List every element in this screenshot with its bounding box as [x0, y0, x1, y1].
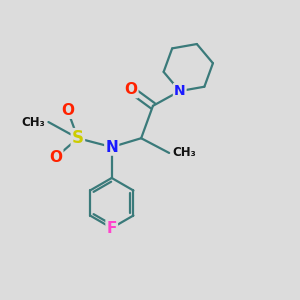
- Text: S: S: [72, 129, 84, 147]
- Text: N: N: [174, 84, 185, 98]
- Text: CH₃: CH₃: [172, 146, 196, 159]
- Text: O: O: [49, 150, 62, 165]
- Text: O: O: [124, 82, 137, 97]
- Text: N: N: [105, 140, 118, 154]
- Text: CH₃: CH₃: [21, 116, 45, 128]
- Text: F: F: [106, 220, 117, 236]
- Text: O: O: [61, 103, 74, 118]
